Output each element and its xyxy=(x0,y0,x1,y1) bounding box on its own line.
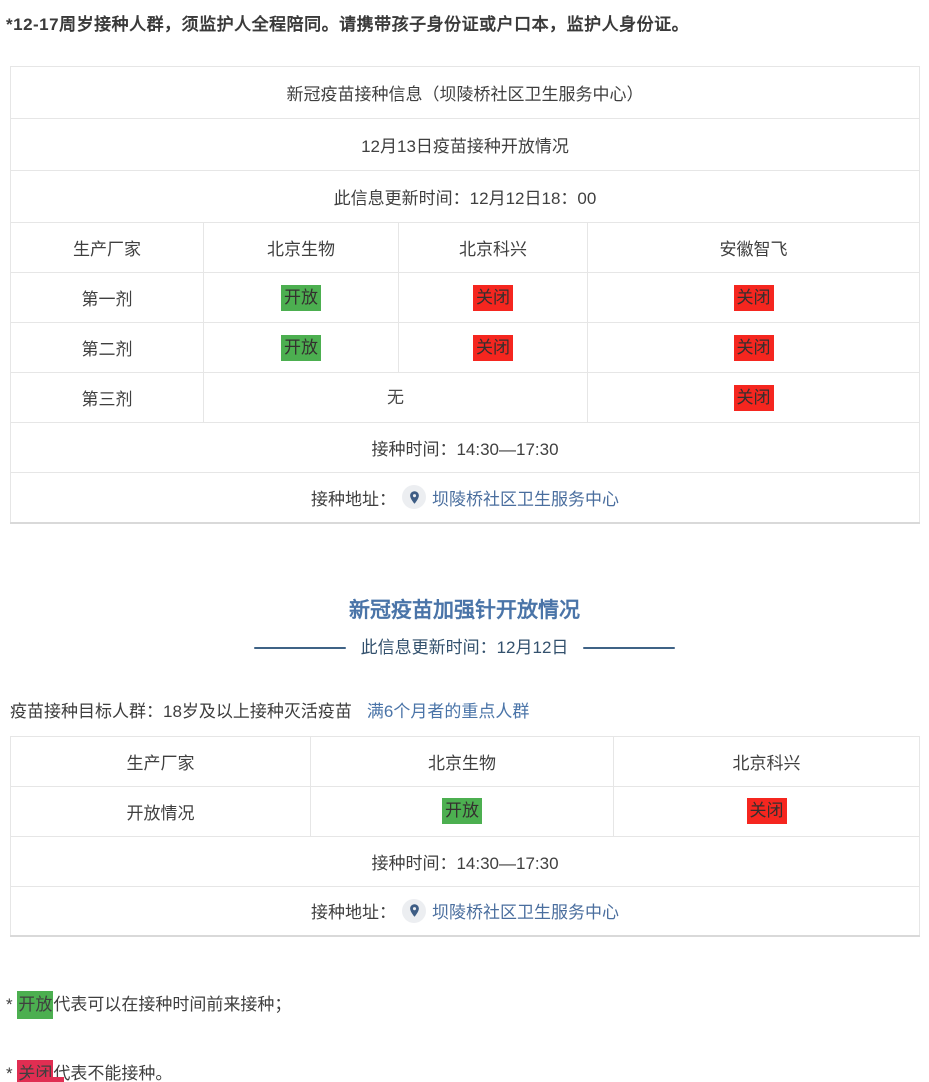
target-population-highlight: 满6个月者的重点人群 xyxy=(366,701,530,721)
dose2-label: 第二剂 xyxy=(10,322,204,373)
status-badge: 关闭 xyxy=(473,334,513,361)
table1-header-zhifei: 安徽智飞 xyxy=(587,222,920,273)
vaccination-time: 接种时间：14:30—17:30 xyxy=(10,422,920,473)
status-badge: 开放 xyxy=(281,284,321,311)
table1-date-subtitle: 12月13日疫苗接种开放情况 xyxy=(10,118,920,171)
table1-header-sinopharm: 北京生物 xyxy=(203,222,399,273)
table2-header-sinovac: 北京科兴 xyxy=(613,735,920,787)
vaccine-info-table: 新冠疫苗接种信息（坝陵桥社区卫生服务中心） 12月13日疫苗接种开放情况 此信息… xyxy=(10,66,920,524)
target-population-label: 疫苗接种目标人群：18岁及以上接种灭活疫苗 xyxy=(10,701,352,721)
table-row: 第三剂 无 关闭 xyxy=(10,372,920,423)
table1-title: 新冠疫苗接种信息（坝陵桥社区卫生服务中心） xyxy=(10,66,920,119)
target-population-line: 疫苗接种目标人群：18岁及以上接种灭活疫苗 满6个月者的重点人群 xyxy=(0,700,929,724)
cutoff-highlight-fragment xyxy=(30,1077,64,1082)
status-badge: 开放 xyxy=(281,334,321,361)
legend-note-closed: * 关闭代表不能接种。 xyxy=(0,1060,929,1082)
right-dash-line xyxy=(583,646,676,649)
booster-section-title: 新冠疫苗加强针开放情况 xyxy=(349,598,580,622)
dose1-label: 第一剂 xyxy=(10,272,204,323)
address-link[interactable]: 坝陵桥社区卫生服务中心 xyxy=(432,903,619,923)
note-prefix: * xyxy=(6,1064,18,1082)
open-highlight: 开放 xyxy=(17,991,54,1019)
booster-updated-text: 此信息更新时间：12月12日 xyxy=(360,637,569,657)
status-badge: 关闭 xyxy=(746,798,787,824)
status-badge: 关闭 xyxy=(733,284,774,311)
booster-info-table: 生产厂家 北京生物 北京科兴 开放情况 开放 关闭 接种时间：14:30—17:… xyxy=(10,735,920,937)
table-row: 开放情况 开放 关闭 xyxy=(10,785,920,837)
status-badge: 关闭 xyxy=(733,334,774,361)
table2-header-sinopharm: 北京生物 xyxy=(310,735,614,787)
note-prefix: * xyxy=(6,995,18,1014)
table1-header-manufacturer: 生产厂家 xyxy=(10,222,204,273)
table1-header-sinovac: 北京科兴 xyxy=(398,222,588,273)
status-badge: 无 xyxy=(387,387,404,407)
booster-vaccination-address-row: 接种地址： 坝陵桥社区卫生服务中心 xyxy=(10,885,920,937)
booster-vaccination-time: 接种时间：14:30—17:30 xyxy=(10,835,920,887)
vaccination-address-row: 接种地址： 坝陵桥社区卫生服务中心 xyxy=(10,472,920,523)
table1-updated-time: 此信息更新时间：12月12日18：00 xyxy=(10,170,920,223)
status-badge: 关闭 xyxy=(733,384,774,411)
location-pin-icon[interactable] xyxy=(402,898,426,923)
address-label: 接种地址： xyxy=(311,489,396,509)
open-status-label: 开放情况 xyxy=(10,785,311,837)
left-dash-line xyxy=(253,646,346,649)
table2-header-manufacturer: 生产厂家 xyxy=(10,735,311,787)
table-row: 第一剂 开放 关闭 关闭 xyxy=(10,272,920,323)
note-text: 代表可以在接种时间前来接种； xyxy=(53,995,292,1014)
status-badge: 开放 xyxy=(442,798,482,824)
dose3-label: 第三剂 xyxy=(10,372,204,423)
table-row: 第二剂 开放 关闭 关闭 xyxy=(10,322,920,373)
legend-note-open: * 开放代表可以在接种时间前来接种； xyxy=(0,991,929,1019)
guardian-notice: *12-17周岁接种人群，须监护人全程陪同。请携带孩子身份证或户口本，监护人身份… xyxy=(6,15,690,34)
location-pin-icon[interactable] xyxy=(402,485,426,510)
status-badge: 关闭 xyxy=(473,284,513,311)
address-link[interactable]: 坝陵桥社区卫生服务中心 xyxy=(432,489,619,509)
note-text: 代表不能接种。 xyxy=(53,1064,173,1082)
address-label: 接种地址： xyxy=(311,903,396,923)
booster-updated-line: 此信息更新时间：12月12日 xyxy=(0,636,929,660)
